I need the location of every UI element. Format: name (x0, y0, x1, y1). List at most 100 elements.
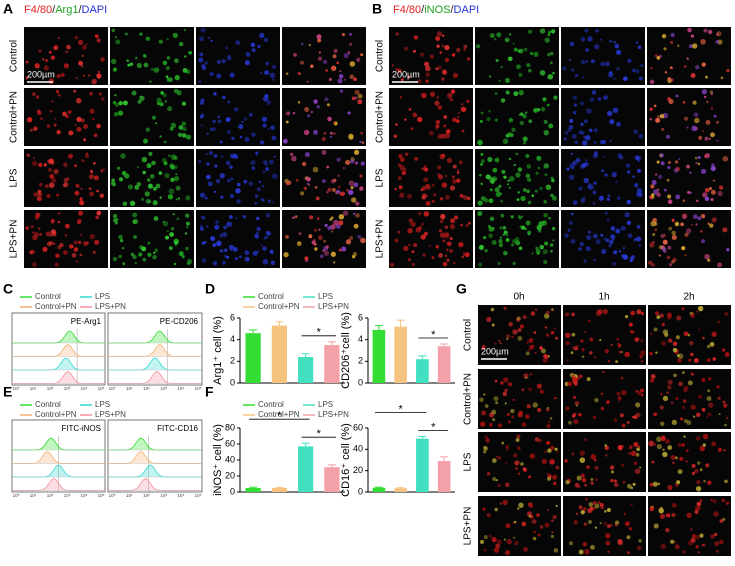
cell (234, 257, 238, 261)
cell (672, 347, 678, 353)
cell (489, 422, 493, 427)
cell (226, 55, 232, 61)
cell (460, 223, 463, 227)
cell (525, 220, 531, 226)
cell (581, 162, 587, 168)
cell (583, 177, 589, 184)
cell (46, 241, 52, 247)
cell (499, 226, 503, 230)
cell (484, 248, 488, 253)
cell (573, 418, 579, 425)
cell (604, 211, 608, 215)
cell (29, 128, 33, 132)
cell (667, 379, 673, 385)
cell (626, 420, 630, 425)
cell (716, 385, 720, 389)
cell (564, 459, 568, 463)
cell (705, 119, 711, 125)
scale-bar-label: 200µm (392, 69, 420, 79)
cell (698, 328, 701, 331)
row-label: LPS+PN (9, 220, 20, 259)
cell (250, 160, 256, 166)
cell (64, 234, 67, 237)
cell (677, 443, 682, 448)
cell (219, 248, 224, 253)
cell (594, 398, 599, 403)
cell (120, 239, 124, 243)
cell (622, 254, 628, 260)
y-tick-label: 40 (225, 454, 235, 464)
cell (94, 239, 100, 245)
cell (651, 460, 655, 464)
cell (484, 404, 489, 408)
cell (31, 262, 37, 267)
cell (134, 262, 137, 265)
cell (526, 164, 532, 169)
cell (291, 155, 297, 162)
cell (132, 218, 139, 225)
cell (166, 37, 169, 41)
cell (300, 60, 305, 65)
cell (526, 177, 532, 182)
cell (395, 123, 398, 126)
cell (175, 173, 178, 176)
cell (649, 507, 654, 512)
cell (58, 212, 61, 215)
cell (235, 216, 238, 220)
cell (651, 263, 655, 267)
cell (606, 400, 610, 404)
cell (337, 78, 343, 84)
cell (690, 404, 696, 410)
legend-label: LPS+PN (95, 302, 126, 311)
cell (456, 171, 460, 175)
panel-label: B (372, 1, 382, 17)
cell (670, 455, 676, 461)
cell (183, 28, 187, 32)
cell (610, 226, 616, 231)
cell (574, 400, 580, 406)
y-tick-label: 2 (230, 356, 235, 366)
cell (519, 120, 524, 126)
legend-label: Control+PN (35, 302, 77, 311)
legend-label: LPS (318, 400, 333, 409)
cell (390, 262, 395, 267)
cell (316, 104, 320, 109)
cell (595, 238, 601, 245)
micrograph (389, 210, 473, 268)
cell (666, 391, 669, 395)
cell (583, 135, 587, 140)
cell (584, 548, 590, 555)
cell (705, 463, 710, 468)
cell (649, 378, 655, 383)
y-tick-label: 0 (358, 486, 363, 496)
cell (697, 305, 704, 312)
bar (298, 357, 314, 383)
cell (660, 161, 665, 166)
cell (552, 239, 555, 242)
cell (670, 32, 675, 38)
cell (444, 133, 450, 139)
cell (595, 478, 599, 482)
cell (572, 395, 577, 400)
cell (505, 334, 511, 339)
cell (714, 541, 720, 547)
cell (54, 262, 59, 267)
cell (607, 359, 611, 363)
cell (444, 194, 450, 200)
cell (355, 213, 360, 218)
cell (583, 119, 588, 124)
cell (515, 152, 519, 156)
cell (606, 218, 610, 222)
cell (518, 72, 523, 77)
cell (704, 187, 710, 193)
y-tick-label: 80 (225, 422, 235, 432)
cell (617, 342, 621, 346)
cell (622, 480, 626, 484)
cell (613, 418, 618, 422)
cell (609, 465, 615, 470)
cell (616, 67, 620, 71)
cell (592, 501, 597, 506)
cell (350, 159, 355, 164)
cell (90, 170, 93, 174)
cell (609, 239, 614, 245)
